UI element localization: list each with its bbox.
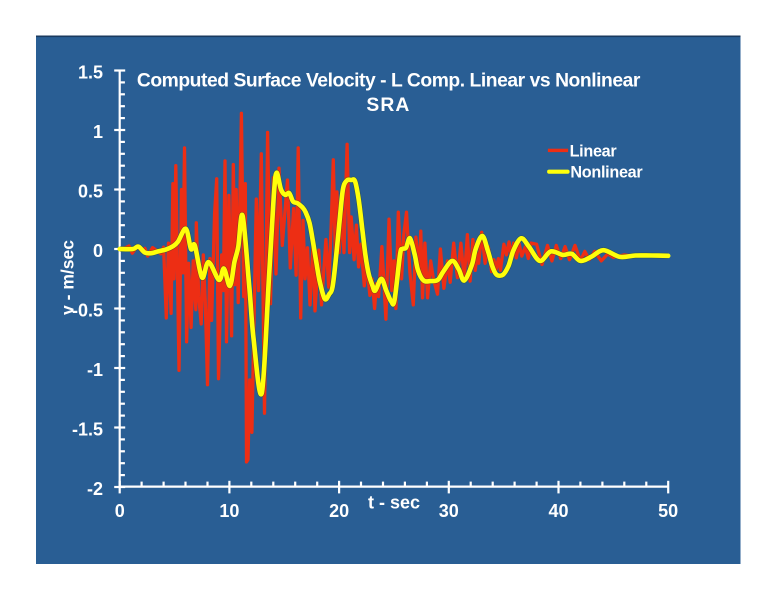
svg-text:20: 20 [329,501,349,521]
svg-text:-2: -2 [87,479,103,499]
svg-text:0: 0 [93,241,103,261]
svg-text:0.5: 0.5 [78,182,103,202]
svg-text:t - sec: t - sec [368,493,420,513]
svg-text:10: 10 [219,501,239,521]
svg-text:-1: -1 [87,360,103,380]
svg-text:0: 0 [115,501,125,521]
svg-text:v - m/sec: v - m/sec [58,240,78,315]
svg-text:40: 40 [548,501,568,521]
svg-text:SRA: SRA [366,95,410,116]
svg-text:Linear: Linear [570,143,618,161]
svg-text:-1.5: -1.5 [72,420,103,440]
svg-text:1.5: 1.5 [78,63,103,83]
svg-text:30: 30 [439,501,459,521]
svg-text:1: 1 [93,122,103,142]
svg-text:50: 50 [658,501,678,521]
svg-text:Nonlinear: Nonlinear [570,164,643,182]
svg-text:-0.5: -0.5 [72,301,103,321]
svg-text:Computed Surface Velocity - L: Computed Surface Velocity - L Comp. Line… [137,71,641,92]
